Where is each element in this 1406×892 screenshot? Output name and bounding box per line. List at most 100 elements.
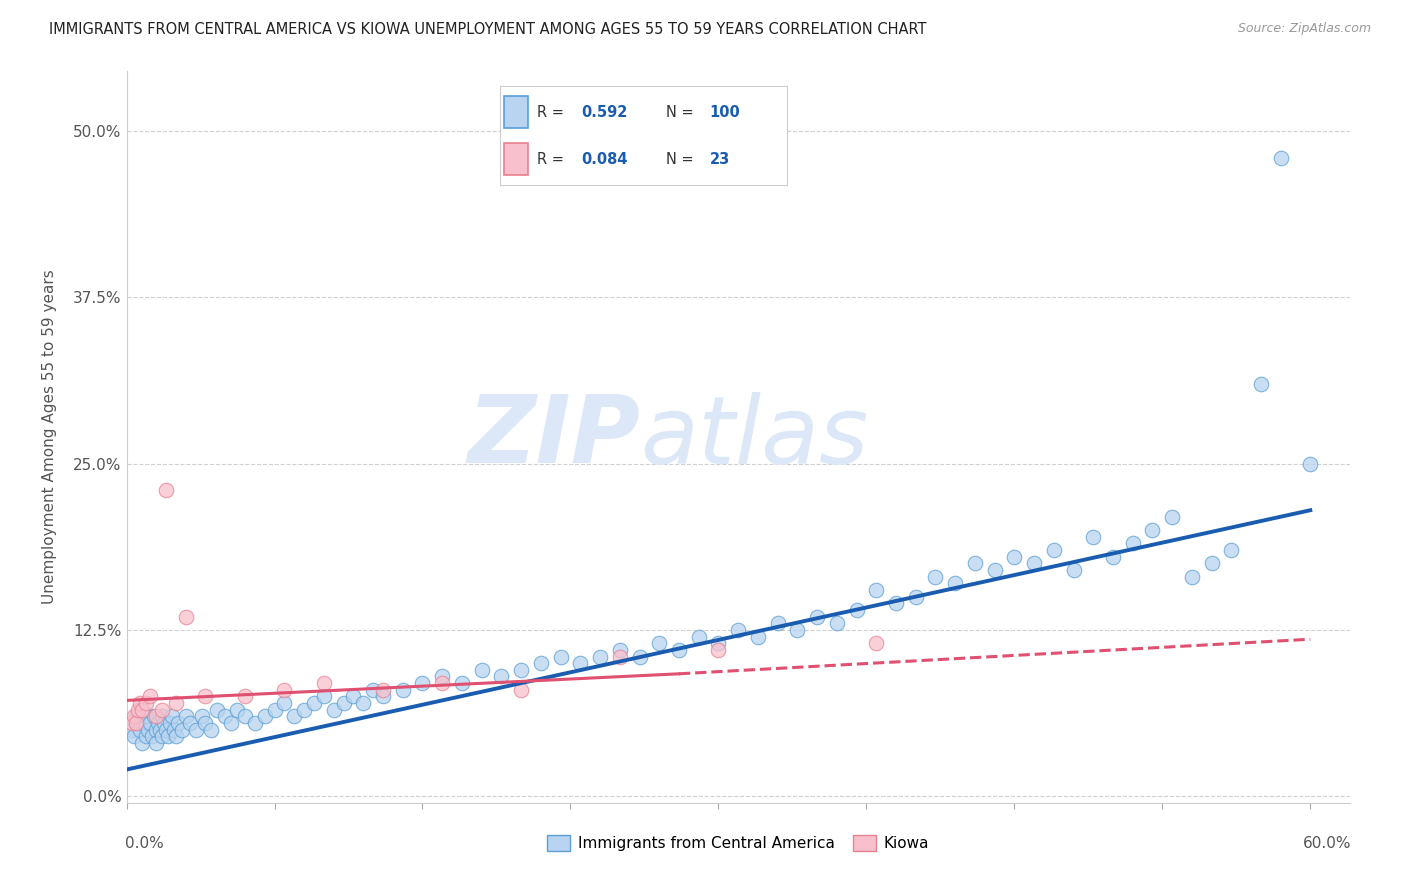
Point xyxy=(1063,563,1085,577)
Point xyxy=(190,709,212,723)
Point xyxy=(125,709,148,723)
Point xyxy=(149,723,172,737)
Point xyxy=(163,723,186,737)
Point xyxy=(165,696,187,710)
Point xyxy=(530,656,553,670)
Point xyxy=(146,716,169,731)
Point xyxy=(135,709,157,723)
Point xyxy=(361,682,384,697)
Point xyxy=(727,623,749,637)
Point xyxy=(1181,570,1204,584)
Point xyxy=(322,703,344,717)
Text: atlas: atlas xyxy=(640,392,869,483)
Point xyxy=(411,676,433,690)
Point xyxy=(648,636,671,650)
Point xyxy=(884,596,907,610)
Point xyxy=(1270,151,1292,165)
Point xyxy=(131,736,153,750)
Point xyxy=(194,716,217,731)
Point xyxy=(134,716,156,731)
Point xyxy=(263,703,285,717)
Point xyxy=(391,682,413,697)
Point xyxy=(135,729,157,743)
Point xyxy=(153,716,176,731)
Point xyxy=(1201,557,1223,571)
Point xyxy=(747,630,769,644)
Point xyxy=(845,603,868,617)
Point xyxy=(1122,536,1144,550)
Point xyxy=(924,570,946,584)
Point xyxy=(825,616,848,631)
Point xyxy=(219,716,242,731)
Point xyxy=(1002,549,1025,564)
Point xyxy=(150,703,173,717)
Point xyxy=(963,557,986,571)
Point xyxy=(200,723,222,737)
Point xyxy=(174,709,197,723)
Point xyxy=(143,709,166,723)
Point xyxy=(207,703,229,717)
Point xyxy=(1083,530,1105,544)
Point xyxy=(550,649,572,664)
Point xyxy=(131,703,153,717)
Point xyxy=(179,716,201,731)
Point xyxy=(159,716,181,731)
Point xyxy=(136,723,159,737)
Point xyxy=(1043,543,1066,558)
Text: IMMIGRANTS FROM CENTRAL AMERICA VS KIOWA UNEMPLOYMENT AMONG AGES 55 TO 59 YEARS : IMMIGRANTS FROM CENTRAL AMERICA VS KIOWA… xyxy=(49,22,927,37)
Text: 0.0%: 0.0% xyxy=(125,836,165,851)
Point xyxy=(371,690,394,704)
Point xyxy=(865,636,887,650)
Point xyxy=(129,723,152,737)
Point xyxy=(166,716,188,731)
Point xyxy=(121,716,143,731)
Point xyxy=(865,582,887,597)
Point xyxy=(609,649,631,664)
Point xyxy=(135,696,157,710)
Point xyxy=(471,663,494,677)
Point xyxy=(943,576,966,591)
Point xyxy=(273,682,295,697)
Text: ZIP: ZIP xyxy=(467,391,640,483)
Point xyxy=(243,716,266,731)
Point xyxy=(131,703,153,717)
Point xyxy=(253,709,276,723)
Point xyxy=(1142,523,1164,537)
Point xyxy=(127,716,149,731)
Point xyxy=(292,703,315,717)
Point xyxy=(124,709,146,723)
Point xyxy=(451,676,474,690)
Point xyxy=(160,709,183,723)
Point xyxy=(569,656,592,670)
Y-axis label: Unemployment Among Ages 55 to 59 years: Unemployment Among Ages 55 to 59 years xyxy=(42,269,56,605)
Point xyxy=(184,723,207,737)
Point xyxy=(283,709,305,723)
Text: Source: ZipAtlas.com: Source: ZipAtlas.com xyxy=(1237,22,1371,36)
Point xyxy=(342,690,364,704)
Point xyxy=(510,663,533,677)
Point xyxy=(150,729,173,743)
Point xyxy=(194,690,217,704)
Point xyxy=(124,729,146,743)
Point xyxy=(302,696,325,710)
Point xyxy=(273,696,295,710)
Point xyxy=(129,696,152,710)
Point xyxy=(214,709,236,723)
Point xyxy=(145,723,167,737)
Point xyxy=(688,630,710,644)
Point xyxy=(127,703,149,717)
Point xyxy=(904,590,927,604)
Point xyxy=(139,716,162,731)
Point xyxy=(668,643,690,657)
Point xyxy=(628,649,651,664)
Point xyxy=(510,682,533,697)
Point xyxy=(125,716,148,731)
Point xyxy=(786,623,808,637)
Point xyxy=(174,609,197,624)
Point xyxy=(352,696,374,710)
Point xyxy=(145,736,167,750)
Point xyxy=(1161,509,1184,524)
Point xyxy=(139,690,162,704)
Point xyxy=(766,616,789,631)
Point xyxy=(491,669,513,683)
